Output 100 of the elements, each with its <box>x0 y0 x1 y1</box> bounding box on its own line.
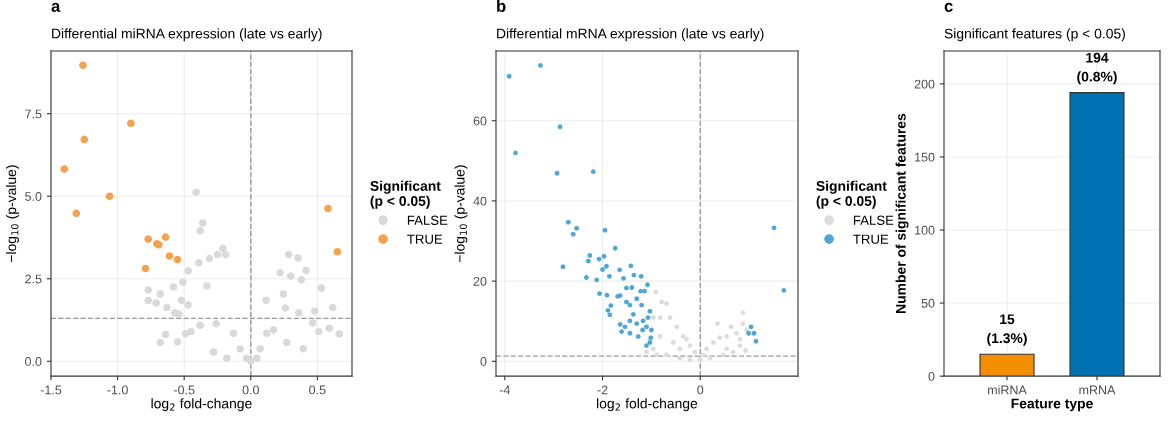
point <box>80 135 89 144</box>
y-tick-label: 40 <box>473 196 487 206</box>
point <box>144 296 153 305</box>
x-tick-label: 0.0 <box>242 385 259 395</box>
point <box>173 255 182 264</box>
point <box>209 348 218 356</box>
legend-label: TRUE <box>407 234 443 244</box>
point <box>654 352 660 358</box>
legend-label: FALSE <box>407 215 448 225</box>
point <box>714 321 720 327</box>
point <box>279 290 288 298</box>
chart-title: b <box>497 0 506 12</box>
point <box>187 327 195 336</box>
point <box>72 209 81 218</box>
point <box>79 61 87 69</box>
point <box>276 269 284 277</box>
point <box>650 315 656 320</box>
point <box>173 337 182 346</box>
point <box>175 310 183 319</box>
point <box>674 324 680 330</box>
point <box>297 275 306 284</box>
x-tick-label: -1.0 <box>107 385 128 395</box>
chart-subtitle: Differential mRNA expression (late vs early) <box>497 28 764 42</box>
legend-label: TRUE <box>853 234 889 244</box>
point <box>653 289 659 295</box>
point <box>156 290 165 298</box>
point <box>236 344 244 353</box>
point <box>314 327 323 336</box>
point <box>144 235 153 243</box>
legend-label: FALSE <box>853 215 894 225</box>
point <box>317 284 326 292</box>
point <box>163 303 171 312</box>
point <box>325 324 334 333</box>
x-tick-label: -2 <box>597 385 608 395</box>
y-tick-label: 20 <box>473 276 487 286</box>
point <box>195 259 203 267</box>
point <box>335 330 344 338</box>
point <box>328 303 337 312</box>
point <box>294 254 302 262</box>
point <box>711 340 716 345</box>
y-tick-label: 200 <box>914 79 935 89</box>
y-tick-label: 7.5 <box>25 109 42 119</box>
point <box>184 267 192 275</box>
point <box>212 319 220 328</box>
x-axis-title: Feature type <box>1011 398 1093 412</box>
point <box>205 254 214 263</box>
point <box>286 272 295 280</box>
point <box>664 352 669 358</box>
point <box>728 324 734 330</box>
point <box>184 301 192 309</box>
point <box>161 330 170 339</box>
point <box>165 252 174 260</box>
point <box>657 334 663 339</box>
x-tick-label: 0.5 <box>309 385 326 395</box>
y-tick-label: 50 <box>921 298 935 308</box>
point <box>252 354 261 363</box>
y-tick-label: 5.0 <box>25 192 42 201</box>
point <box>737 336 743 342</box>
point <box>141 264 150 273</box>
point <box>720 352 726 358</box>
point <box>179 278 187 287</box>
point <box>60 165 69 173</box>
data-label: 15 (1.3%) <box>987 314 1027 346</box>
y-axis-title: −log$_{10}$ (p-value) <box>5 165 19 262</box>
point <box>196 321 204 330</box>
point <box>659 299 665 305</box>
point <box>262 296 270 305</box>
y-tick-label: 0 <box>928 371 935 381</box>
y-tick-label: 2.5 <box>25 274 42 284</box>
point <box>743 348 749 353</box>
x-tick-label: -4 <box>499 385 510 395</box>
point <box>192 188 200 197</box>
point <box>269 326 278 334</box>
point <box>144 286 153 294</box>
point <box>664 301 669 306</box>
point <box>221 250 230 259</box>
point <box>156 338 165 347</box>
point <box>324 204 332 213</box>
point <box>650 346 656 352</box>
point <box>734 330 739 336</box>
point <box>333 247 342 256</box>
point <box>697 357 703 363</box>
point <box>717 335 723 341</box>
point <box>740 321 746 327</box>
point <box>677 346 683 352</box>
point <box>196 227 204 235</box>
point <box>152 299 161 307</box>
point <box>299 344 308 353</box>
point <box>256 344 264 353</box>
y-axis-title: −log$_{10}$ (p-value) <box>454 165 468 262</box>
point <box>294 308 303 317</box>
point <box>700 352 706 358</box>
point <box>677 355 683 361</box>
point <box>670 340 676 345</box>
point <box>737 343 743 349</box>
point <box>199 219 207 227</box>
point <box>302 266 310 275</box>
x-axis-title: log$_{2}$ fold-change <box>151 398 252 412</box>
y-tick-label: 0.0 <box>25 357 42 366</box>
point <box>310 307 319 315</box>
